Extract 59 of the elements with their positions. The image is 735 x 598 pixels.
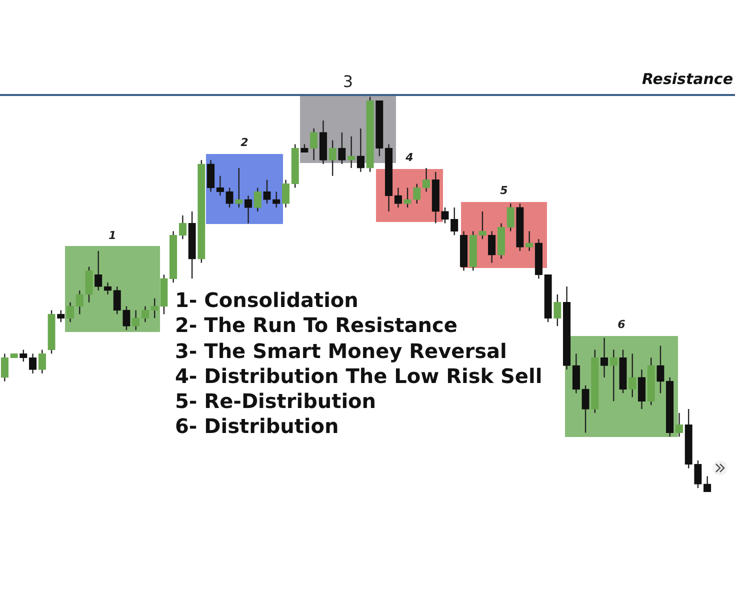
candlestick — [628, 353, 636, 398]
annotation: 6 — [618, 318, 626, 331]
candlestick — [226, 187, 234, 208]
candlestick — [113, 286, 121, 315]
candlestick — [656, 345, 664, 394]
candlestick — [263, 179, 271, 204]
candlestick — [441, 206, 449, 224]
candlestick — [478, 210, 486, 240]
candlestick — [582, 384, 590, 434]
candlestick — [638, 368, 646, 410]
candlestick — [38, 349, 46, 374]
candlestick — [572, 353, 580, 394]
candlestick — [216, 175, 224, 196]
candlestick — [394, 187, 402, 208]
annotation: 2 — [240, 136, 248, 149]
text: 3 — [342, 72, 354, 91]
candlestick — [450, 206, 458, 236]
candlestick — [506, 202, 514, 232]
candlestick — [675, 412, 684, 438]
annotation: 5- Re-Distribution — [175, 389, 378, 414]
annotation: 6- Distribution — [175, 414, 340, 440]
annotation: 1- Consolidation — [175, 288, 360, 314]
candlestick — [422, 167, 430, 192]
annotation: 4- Distribution The Low Risk Sell — [175, 364, 542, 390]
candlestick — [328, 140, 336, 176]
candlestick — [338, 132, 346, 165]
candlestick — [525, 230, 534, 252]
candlestick — [347, 136, 356, 169]
candlestick — [150, 298, 158, 319]
candlestick — [610, 349, 618, 402]
candlestick — [235, 167, 243, 208]
candlestick — [85, 266, 93, 303]
candlestick — [413, 183, 421, 204]
candlestick — [94, 250, 102, 292]
candlestick — [310, 128, 318, 161]
candlestick — [244, 195, 252, 224]
candlestick — [0, 353, 9, 382]
candlestick — [132, 310, 140, 331]
candlestick — [272, 191, 280, 208]
candlestick — [122, 306, 130, 331]
candlestick — [703, 476, 712, 493]
candlestick — [488, 230, 496, 264]
candlestick — [206, 159, 215, 192]
annotation: 5 — [500, 184, 508, 197]
candlestick — [282, 179, 290, 208]
candlestick — [554, 294, 562, 327]
candlestick — [104, 282, 112, 296]
annotation: 4 — [406, 151, 414, 164]
candlestick — [254, 187, 262, 212]
candlestick — [694, 460, 702, 489]
candlestick — [20, 349, 28, 362]
candlestick — [404, 187, 412, 208]
candlestick — [600, 337, 608, 378]
candlestick — [57, 310, 65, 323]
annotation: 3- The Smart Money Reversal — [175, 338, 508, 364]
annotation: 1 — [108, 229, 116, 242]
candlestick — [356, 128, 365, 173]
annotation: 2- The Run To Resistance — [175, 313, 458, 339]
text: Resistance — [642, 70, 733, 88]
